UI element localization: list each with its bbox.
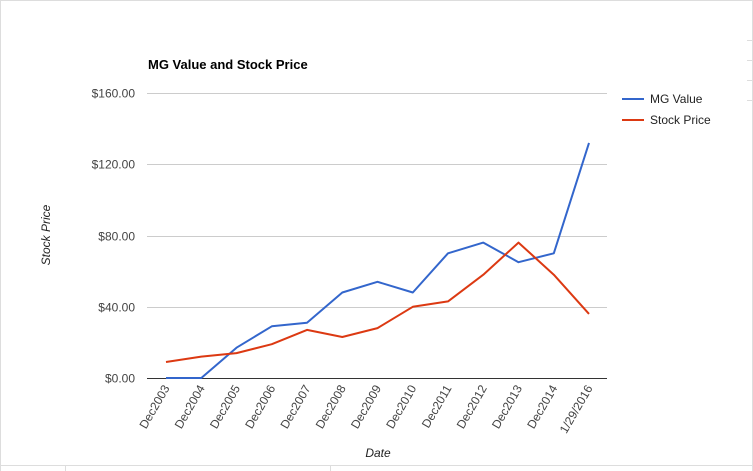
x-axis-ticks: Dec2003 Dec2004 Dec2005 Dec2006 Dec2007 Dec20… <box>136 382 595 436</box>
x-tick-label: Dec2011 <box>419 382 455 430</box>
x-tick-label: 1/29/2016 <box>557 382 596 436</box>
gridlines <box>147 93 607 308</box>
x-tick-label: Dec2009 <box>348 382 384 431</box>
y-tick-label: $160.00 <box>92 87 136 101</box>
x-tick-label: Dec2014 <box>524 382 560 431</box>
y-axis-ticks: $0.00 $40.00 $80.00 $120.00 $160.00 <box>92 87 136 386</box>
x-tick-label: Dec2008 <box>313 382 349 431</box>
x-tick-label: Dec2005 <box>207 382 243 431</box>
legend-label-1: Stock Price <box>650 113 711 127</box>
series-line-1 <box>165 241 590 363</box>
series-lines <box>165 142 590 379</box>
x-tick-label: Dec2007 <box>277 382 313 431</box>
y-axis-title: Stock Price <box>39 204 53 265</box>
x-tick-label: Dec2003 <box>136 382 172 431</box>
x-tick-label: Dec2004 <box>172 382 208 431</box>
y-tick-label: $120.00 <box>92 158 136 172</box>
legend[interactable]: MG Value Stock Price <box>622 92 711 127</box>
x-tick-label: Dec2006 <box>242 382 278 431</box>
y-tick-label: $0.00 <box>105 372 135 386</box>
y-tick-label: $80.00 <box>98 230 135 244</box>
x-tick-label: Dec2010 <box>383 382 419 431</box>
x-tick-label: Dec2013 <box>489 382 525 431</box>
legend-label-0: MG Value <box>650 92 703 106</box>
x-axis-title: Date <box>365 446 391 460</box>
x-tick-label: Dec2012 <box>454 382 490 431</box>
series-line-0 <box>166 142 590 379</box>
y-tick-label: $40.00 <box>98 301 135 315</box>
chart-title: MG Value and Stock Price <box>148 57 308 72</box>
